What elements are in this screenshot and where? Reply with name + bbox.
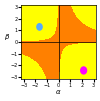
Y-axis label: $\beta$: $\beta$: [4, 32, 10, 42]
X-axis label: $\alpha$: $\alpha$: [55, 88, 62, 96]
Ellipse shape: [81, 67, 86, 74]
Ellipse shape: [37, 24, 42, 30]
